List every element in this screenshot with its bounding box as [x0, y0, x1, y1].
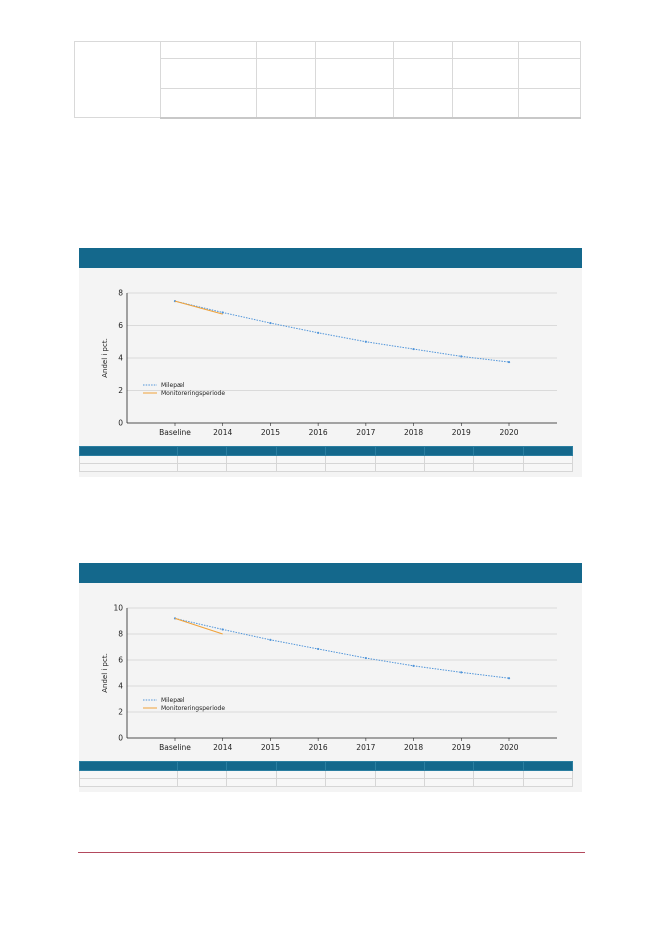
table-cell — [255, 58, 316, 89]
data-point — [364, 340, 367, 343]
chart-panel-header — [79, 248, 582, 268]
series-line-milestone — [174, 617, 510, 679]
table-row — [75, 88, 581, 119]
table-cell — [314, 41, 395, 59]
chart-panel-header — [79, 563, 582, 583]
table-cell — [452, 41, 520, 59]
y-tick-label: 10 — [113, 604, 123, 613]
table-cell — [518, 88, 581, 119]
series-line-monitoring — [174, 617, 223, 635]
chart-data-table — [79, 761, 574, 787]
y-tick-label: 2 — [118, 708, 123, 717]
table-row — [74, 41, 581, 118]
legend-label-milestone: Milepæl — [161, 697, 185, 704]
data-point — [412, 347, 415, 351]
table-cell — [74, 41, 161, 118]
line-chart: 0 2 4 6 8 10 Baseline 2014 2015 2016 2017 2018 2019 2… — [101, 604, 557, 752]
table-cell — [314, 88, 395, 119]
series-line-monitoring — [174, 300, 223, 315]
table-header-row — [79, 761, 574, 771]
summary-table — [74, 41, 581, 119]
data-point — [460, 671, 463, 674]
x-tick-label: 2018 — [404, 428, 423, 437]
legend-label-monitoring: Monitoreringsperiode — [161, 705, 225, 712]
data-point — [221, 628, 224, 631]
legend-label-milestone: Milepæl — [161, 382, 185, 389]
chart-panel-2: 0 2 4 6 8 10 Baseline 2014 2015 2016 2017 2018 2019 2… — [79, 563, 582, 792]
x-tick-label: 2020 — [499, 743, 518, 752]
table-row — [79, 770, 574, 779]
table-cell — [255, 41, 316, 59]
chart-panel-1: 0 2 4 6 8 Baseline 2014 2015 2016 2017 2018 2019 202… — [79, 248, 582, 477]
footer-rule — [78, 852, 585, 853]
table-cell — [393, 41, 454, 59]
data-point — [221, 311, 224, 314]
x-tick-label: 2017 — [356, 428, 375, 437]
table-row — [79, 455, 574, 464]
x-tick-label: 2016 — [309, 428, 328, 437]
x-tick-label: Baseline — [159, 743, 191, 752]
y-tick-label: 8 — [118, 289, 123, 298]
table-cell — [159, 58, 257, 89]
data-point — [460, 355, 463, 358]
line-chart: 0 2 4 6 8 Baseline 2014 2015 2016 2017 2018 2019 202… — [101, 289, 557, 437]
data-point — [507, 360, 511, 364]
x-tick-label: 2018 — [404, 743, 423, 752]
y-tick-label: 6 — [118, 656, 123, 665]
y-tick-label: 6 — [118, 321, 123, 330]
table-cell — [452, 88, 520, 119]
data-point — [269, 321, 272, 325]
chart-data-table — [79, 446, 574, 472]
y-tick-label: 8 — [118, 630, 123, 639]
y-axis-label: Andel i pct. — [101, 653, 109, 693]
table-cell — [159, 88, 257, 119]
table-cell — [518, 41, 581, 59]
table-row — [79, 778, 574, 787]
table-cell — [393, 58, 454, 89]
y-tick-label: 0 — [118, 734, 123, 743]
x-tick-label: 2019 — [452, 743, 471, 752]
table-cell — [452, 58, 520, 89]
x-tick-label: 2015 — [261, 428, 280, 437]
data-point — [507, 677, 511, 680]
data-point — [412, 664, 415, 667]
x-tick-label: 2017 — [356, 743, 375, 752]
table-cell — [393, 88, 454, 119]
y-tick-label: 0 — [118, 419, 123, 428]
table-cell — [518, 58, 581, 89]
x-tick-label: 2014 — [213, 743, 232, 752]
y-tick-label: 2 — [118, 386, 123, 395]
data-point — [364, 656, 367, 660]
table-cell — [159, 41, 257, 59]
table-cell — [314, 58, 395, 89]
table-header-row — [79, 446, 574, 456]
legend-label-monitoring: Monitoreringsperiode — [161, 390, 225, 397]
series-line-milestone — [174, 300, 510, 363]
x-tick-label: 2014 — [213, 428, 232, 437]
x-tick-label: 2015 — [261, 743, 280, 752]
x-tick-label: 2020 — [499, 428, 518, 437]
data-point — [317, 647, 320, 651]
table-cell — [255, 88, 316, 119]
y-tick-label: 4 — [118, 682, 123, 691]
table-row — [79, 463, 574, 472]
x-tick-label: 2016 — [309, 743, 328, 752]
x-tick-label: Baseline — [159, 428, 191, 437]
data-point — [317, 331, 320, 334]
y-tick-label: 4 — [118, 354, 123, 363]
y-axis-label: Andel i pct. — [101, 338, 109, 378]
data-point — [269, 638, 272, 641]
x-tick-label: 2019 — [452, 428, 471, 437]
